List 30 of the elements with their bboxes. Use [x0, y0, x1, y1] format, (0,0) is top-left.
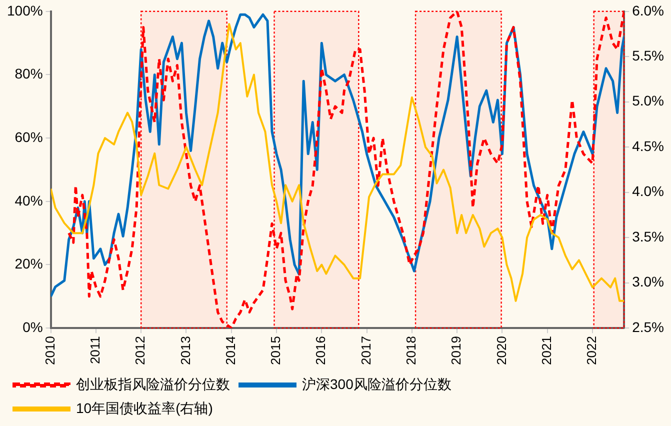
- y-tick-label: 20%: [14, 256, 43, 272]
- x-tick-label: 2020: [494, 336, 509, 365]
- y2-tick-label: 3.0%: [632, 274, 664, 290]
- x-tick-label: 2011: [88, 336, 103, 364]
- x-tick-label: 2017: [358, 336, 374, 365]
- y2-tick-label: 4.5%: [632, 138, 664, 154]
- y2-tick-label: 3.5%: [632, 228, 664, 244]
- x-tick-label: 2015: [268, 336, 284, 365]
- y2-tick-label: 5.5%: [632, 48, 664, 64]
- y2-tick-label: 6.0%: [632, 2, 664, 18]
- y2-tick-label: 5.0%: [632, 92, 664, 109]
- x-tick-label: 2010: [42, 336, 58, 365]
- y-tick-label: 100%: [6, 2, 43, 18]
- x-tick-label: 2019: [448, 336, 464, 365]
- legend-label: 创业板指风险溢价分位数: [76, 376, 230, 392]
- x-tick-label: 2013: [178, 336, 193, 365]
- x-tick-label: 2022: [584, 336, 600, 365]
- x-tick-label: 2018: [404, 336, 419, 365]
- x-tick-label: 2016: [313, 336, 328, 365]
- y-tick-label: 80%: [14, 66, 43, 82]
- legend-label: 10年国债收益率(右轴): [76, 400, 213, 416]
- y-tick-label: 40%: [14, 192, 43, 208]
- y2-tick-label: 2.5%: [632, 318, 664, 335]
- x-tick-label: 2021: [538, 336, 554, 365]
- x-tick-label: 2012: [132, 336, 148, 365]
- x-tick-label: 2014: [222, 336, 238, 365]
- legend-label: 沪深300风险溢价分位数: [302, 376, 452, 392]
- y-tick-label: 60%: [14, 128, 43, 145]
- y-tick-label: 0%: [22, 318, 43, 335]
- y2-tick-label: 4.0%: [632, 183, 664, 200]
